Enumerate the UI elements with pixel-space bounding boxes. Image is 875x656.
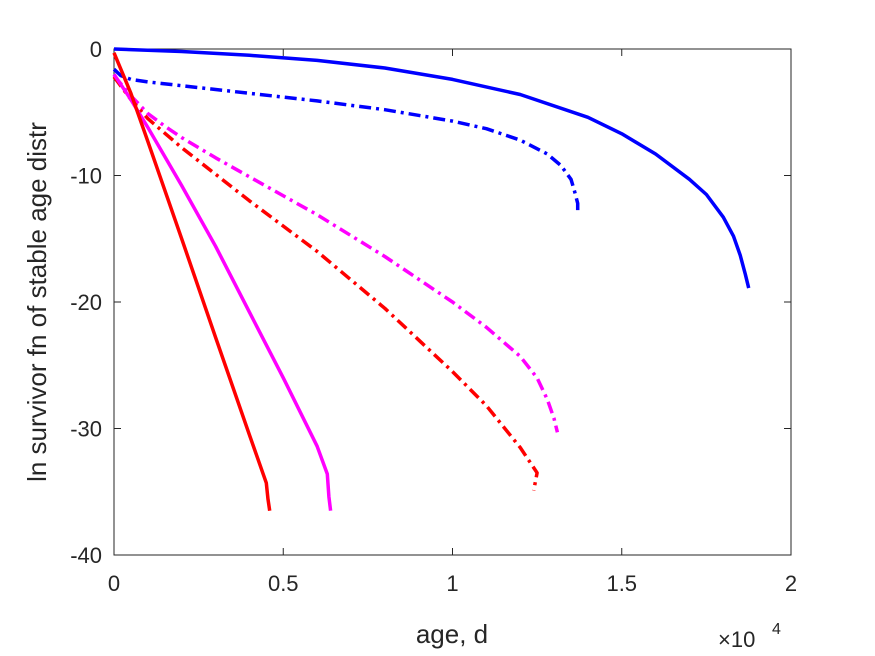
y-tick-label: 0 <box>90 37 102 62</box>
y-axis-label: ln survivor fn of stable age distr <box>22 122 52 482</box>
y-tick-label: -20 <box>70 290 102 315</box>
series-line-1 <box>113 47 751 289</box>
series-line-4 <box>112 75 539 491</box>
x-tick-label: 0.5 <box>268 571 299 596</box>
series-line-6 <box>112 52 272 511</box>
y-tick-label: -30 <box>70 417 102 442</box>
x-tick-label: 1.5 <box>606 571 637 596</box>
series-line-5 <box>112 73 333 511</box>
x-exponent-power: 4 <box>772 621 781 638</box>
axis-ticks: 0 0.5 1 1.5 2 0 -10 -20 -30 -40 <box>70 37 797 596</box>
y-tick-label: -40 <box>70 543 102 568</box>
x-exponent-label: ×10 <box>718 627 755 652</box>
x-tick-label: 1 <box>446 571 458 596</box>
y-tick-label: -10 <box>70 164 102 189</box>
series-line-3 <box>112 74 560 433</box>
series-lines <box>112 47 751 511</box>
x-axis-label: age, d <box>416 619 488 649</box>
x-tick-label: 0 <box>108 571 120 596</box>
x-tick-label: 2 <box>785 571 797 596</box>
series-line-2 <box>112 67 580 213</box>
